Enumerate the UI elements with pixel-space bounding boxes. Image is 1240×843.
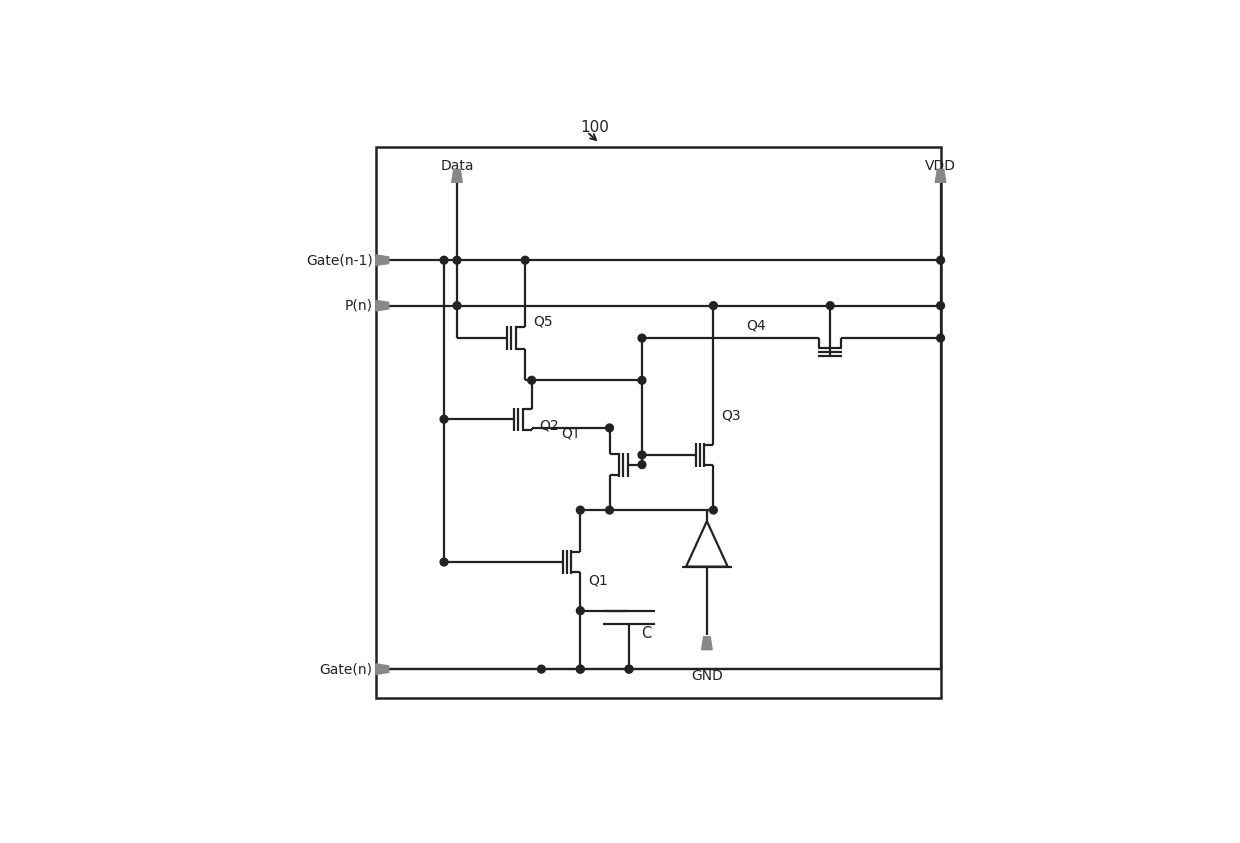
Polygon shape [451, 169, 463, 182]
Text: Q2: Q2 [539, 419, 559, 432]
Text: Gate(n): Gate(n) [320, 662, 372, 676]
Polygon shape [376, 664, 388, 674]
Circle shape [709, 506, 717, 514]
Circle shape [936, 334, 945, 342]
Text: Q3: Q3 [722, 409, 740, 423]
Circle shape [639, 461, 646, 469]
Circle shape [453, 302, 461, 309]
Circle shape [625, 665, 632, 673]
Circle shape [826, 302, 835, 309]
Text: Data: Data [440, 159, 474, 173]
Text: QT: QT [560, 427, 580, 441]
Text: Q4: Q4 [745, 318, 765, 332]
Circle shape [639, 376, 646, 384]
Circle shape [639, 334, 646, 342]
Circle shape [528, 376, 536, 384]
Circle shape [440, 256, 448, 264]
Polygon shape [686, 521, 728, 566]
Circle shape [453, 256, 461, 264]
Circle shape [577, 665, 584, 673]
Polygon shape [376, 300, 388, 311]
Polygon shape [376, 255, 388, 266]
Circle shape [440, 558, 448, 566]
Circle shape [577, 607, 584, 615]
Text: Gate(n-1): Gate(n-1) [306, 253, 372, 267]
Circle shape [537, 665, 546, 673]
Text: Q5: Q5 [533, 314, 553, 329]
Circle shape [440, 416, 448, 423]
Text: GND: GND [691, 668, 723, 683]
Text: Q1: Q1 [588, 573, 608, 588]
Polygon shape [702, 636, 712, 650]
Text: P(n): P(n) [345, 298, 372, 313]
Circle shape [709, 302, 717, 309]
Bar [376, 147, 941, 698]
Text: 100: 100 [580, 120, 609, 135]
Polygon shape [935, 169, 946, 182]
Text: C: C [641, 626, 651, 641]
Circle shape [577, 506, 584, 514]
Circle shape [625, 665, 632, 673]
Circle shape [936, 256, 945, 264]
Circle shape [577, 665, 584, 673]
Circle shape [605, 424, 614, 432]
Text: VDD: VDD [925, 159, 956, 173]
Circle shape [521, 256, 529, 264]
Circle shape [936, 302, 945, 309]
Circle shape [639, 451, 646, 459]
Circle shape [605, 506, 614, 514]
